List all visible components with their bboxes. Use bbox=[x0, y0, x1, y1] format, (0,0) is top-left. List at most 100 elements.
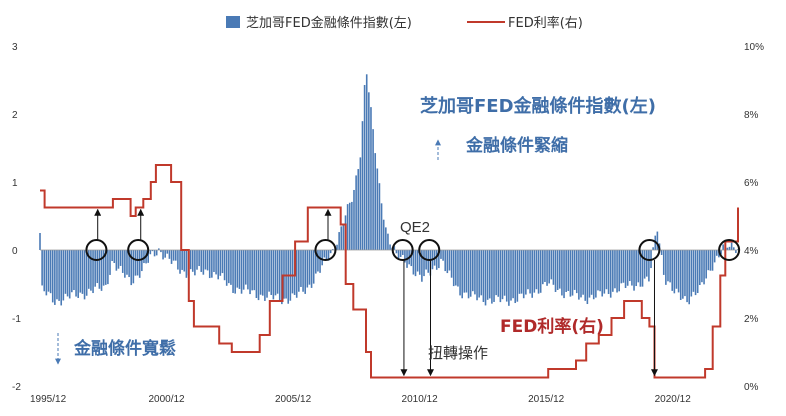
nfci-bar bbox=[537, 250, 540, 294]
nfci-bar bbox=[493, 250, 495, 302]
nfci-bar bbox=[336, 244, 338, 250]
nfci-bar bbox=[737, 248, 739, 250]
nfci-bar bbox=[442, 250, 444, 261]
nfci-bar bbox=[571, 250, 574, 296]
nfci-bar bbox=[423, 250, 425, 277]
nfci-bar bbox=[158, 248, 160, 250]
nfci-bar bbox=[495, 250, 497, 296]
nfci-bar bbox=[732, 247, 735, 250]
left-tick-label: 3 bbox=[12, 42, 18, 53]
nfci-bar bbox=[372, 129, 374, 250]
nfci-bar bbox=[315, 250, 317, 274]
nfci-bar bbox=[56, 250, 58, 300]
nfci-bar bbox=[469, 250, 472, 297]
nfci-bar bbox=[79, 250, 82, 293]
nfci-bar bbox=[620, 250, 623, 284]
nfci-bar bbox=[327, 250, 330, 261]
nfci-bar bbox=[141, 250, 143, 272]
turning-point-circle bbox=[638, 239, 661, 261]
nfci-bar bbox=[225, 250, 228, 286]
nfci-bar bbox=[100, 250, 103, 291]
left-tick-label: 2 bbox=[12, 110, 18, 121]
nfci-bar bbox=[686, 250, 688, 303]
x-tick-label: 2010/12 bbox=[402, 394, 439, 405]
nfci-bar bbox=[98, 250, 101, 289]
nfci-bar bbox=[351, 201, 353, 250]
nfci-bar bbox=[715, 250, 718, 256]
nfci-bar bbox=[251, 250, 253, 291]
nfci-bar bbox=[376, 168, 379, 250]
nfci-bar bbox=[626, 250, 629, 286]
nfci-bar bbox=[217, 250, 220, 280]
right-tick-label: 8% bbox=[744, 110, 759, 121]
nfci-bar bbox=[452, 250, 455, 287]
nfci-bar bbox=[83, 250, 86, 300]
nfci-bar bbox=[565, 250, 567, 293]
nfci-bar bbox=[393, 246, 396, 250]
nfci-bar bbox=[353, 189, 355, 250]
nfci-bar bbox=[306, 250, 309, 288]
nfci-bar bbox=[124, 250, 126, 278]
nfci-bar bbox=[200, 250, 203, 272]
nfci-bar bbox=[556, 250, 559, 290]
nfci-bar bbox=[682, 250, 684, 299]
nfci-bar bbox=[578, 250, 580, 300]
nfci-bar bbox=[162, 250, 164, 260]
nfci-bar bbox=[221, 250, 224, 274]
nfci-bar bbox=[274, 250, 277, 296]
left-axis-ticks: 3 2 1 0 -1 -2 bbox=[12, 42, 21, 393]
nfci-bar bbox=[310, 250, 313, 288]
nfci-bar bbox=[614, 250, 616, 289]
nfci-bar bbox=[151, 250, 154, 252]
nfci-bar bbox=[711, 250, 714, 271]
nfci-bar bbox=[484, 250, 487, 306]
right-tick-label: 2% bbox=[744, 314, 759, 325]
nfci-bar bbox=[64, 250, 67, 294]
nfci-bar bbox=[586, 250, 589, 305]
nfci-bar bbox=[119, 250, 122, 266]
nfci-bar bbox=[671, 250, 674, 291]
legend: 芝加哥FED金融條件指數(左) FED利率(右) bbox=[226, 15, 583, 31]
nfci-bar bbox=[264, 250, 266, 301]
nfci-bar bbox=[143, 250, 145, 264]
nfci-bar bbox=[624, 250, 627, 288]
nfci-bar bbox=[92, 250, 94, 294]
nfci-bar bbox=[561, 250, 563, 296]
nfci-bar bbox=[304, 250, 306, 294]
nfci-bar bbox=[253, 250, 256, 291]
nfci-bar bbox=[546, 250, 548, 286]
nfci-bar bbox=[491, 250, 493, 304]
nfci-bar bbox=[703, 250, 705, 285]
nfci-bar bbox=[461, 250, 463, 299]
nfci-bar bbox=[223, 250, 226, 281]
nfci-bar bbox=[107, 250, 109, 285]
nfci-bar bbox=[478, 250, 480, 298]
nfci-bar bbox=[416, 250, 419, 272]
nfci-bar bbox=[300, 250, 302, 287]
nfci-bar bbox=[688, 250, 690, 305]
turning-point-circle bbox=[85, 239, 108, 261]
nfci-bar bbox=[584, 250, 587, 301]
nfci-bar bbox=[247, 250, 249, 290]
nfci-bar bbox=[77, 250, 79, 298]
nfci-bar bbox=[692, 250, 695, 292]
nfci-bar bbox=[321, 250, 323, 266]
nfci-bar bbox=[569, 250, 572, 297]
nfci-bar bbox=[234, 250, 236, 294]
nfci-bar bbox=[643, 250, 646, 279]
nfci-bar bbox=[592, 250, 595, 300]
nfci-bar bbox=[276, 250, 279, 294]
nfci-bar bbox=[240, 250, 243, 294]
nfci-bar bbox=[117, 250, 120, 269]
nfci-bar bbox=[183, 250, 186, 272]
nfci-bar bbox=[631, 250, 633, 286]
nfci-bar bbox=[189, 250, 192, 270]
nfci-bar bbox=[378, 183, 381, 250]
nfci-bar bbox=[261, 250, 264, 296]
nfci-bar bbox=[270, 250, 273, 295]
nfci-bar bbox=[595, 250, 597, 298]
nfci-bar bbox=[696, 250, 699, 294]
nfci-bar bbox=[609, 250, 612, 298]
nfci-bar bbox=[51, 250, 54, 303]
nfci-bar bbox=[232, 250, 234, 293]
